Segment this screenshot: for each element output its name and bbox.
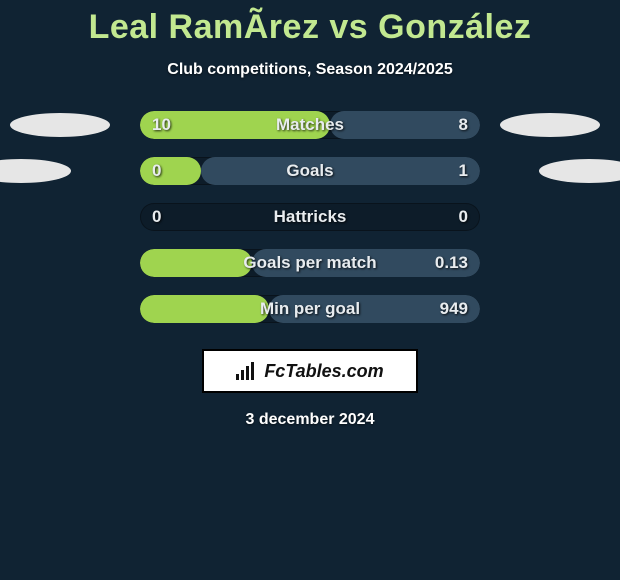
fctables-logo: FcTables.com: [202, 349, 418, 393]
page-title: Leal RamÃ­rez vs González: [0, 0, 620, 47]
stat-row: Matches10 8: [0, 111, 620, 139]
stat-value-right: 1: [459, 157, 468, 185]
stat-row: Goals0 1: [0, 157, 620, 185]
player-photo-left: [0, 159, 71, 183]
comparison-rows: Matches108Goals01Hattricks00Goals per ma…: [0, 111, 620, 323]
stat-bar: Goals per match0.13: [140, 249, 480, 277]
player-photo-right: [500, 113, 600, 137]
bar-chart-icon: [236, 362, 258, 380]
stat-label: Hattricks: [140, 203, 480, 231]
stat-row: Goals per match0.13: [0, 249, 620, 277]
stat-value-right: 8: [459, 111, 468, 139]
stat-row: Hattricks0 0: [0, 203, 620, 231]
stat-label: Goals: [140, 157, 480, 185]
subtitle: Club competitions, Season 2024/2025: [0, 61, 620, 79]
stat-label: Matches: [140, 111, 480, 139]
stat-bar: Matches10 8: [140, 111, 480, 139]
stat-value-right: 949: [440, 295, 468, 323]
stat-bar: Goals0 1: [140, 157, 480, 185]
date-text: 3 december 2024: [0, 411, 620, 429]
stat-label: Goals per match: [140, 249, 480, 277]
stat-value-left: 10: [152, 111, 171, 139]
stat-value-left: 0: [152, 157, 161, 185]
player-photo-left: [10, 113, 110, 137]
logo-text: FcTables.com: [264, 361, 383, 382]
stat-value-right: 0.13: [435, 249, 468, 277]
stat-value-left: 0: [152, 203, 161, 231]
stat-label: Min per goal: [140, 295, 480, 323]
stat-row: Min per goal949: [0, 295, 620, 323]
stat-bar: Min per goal949: [140, 295, 480, 323]
stat-bar: Hattricks0 0: [140, 203, 480, 231]
stat-value-right: 0: [459, 203, 468, 231]
player-photo-right: [539, 159, 620, 183]
